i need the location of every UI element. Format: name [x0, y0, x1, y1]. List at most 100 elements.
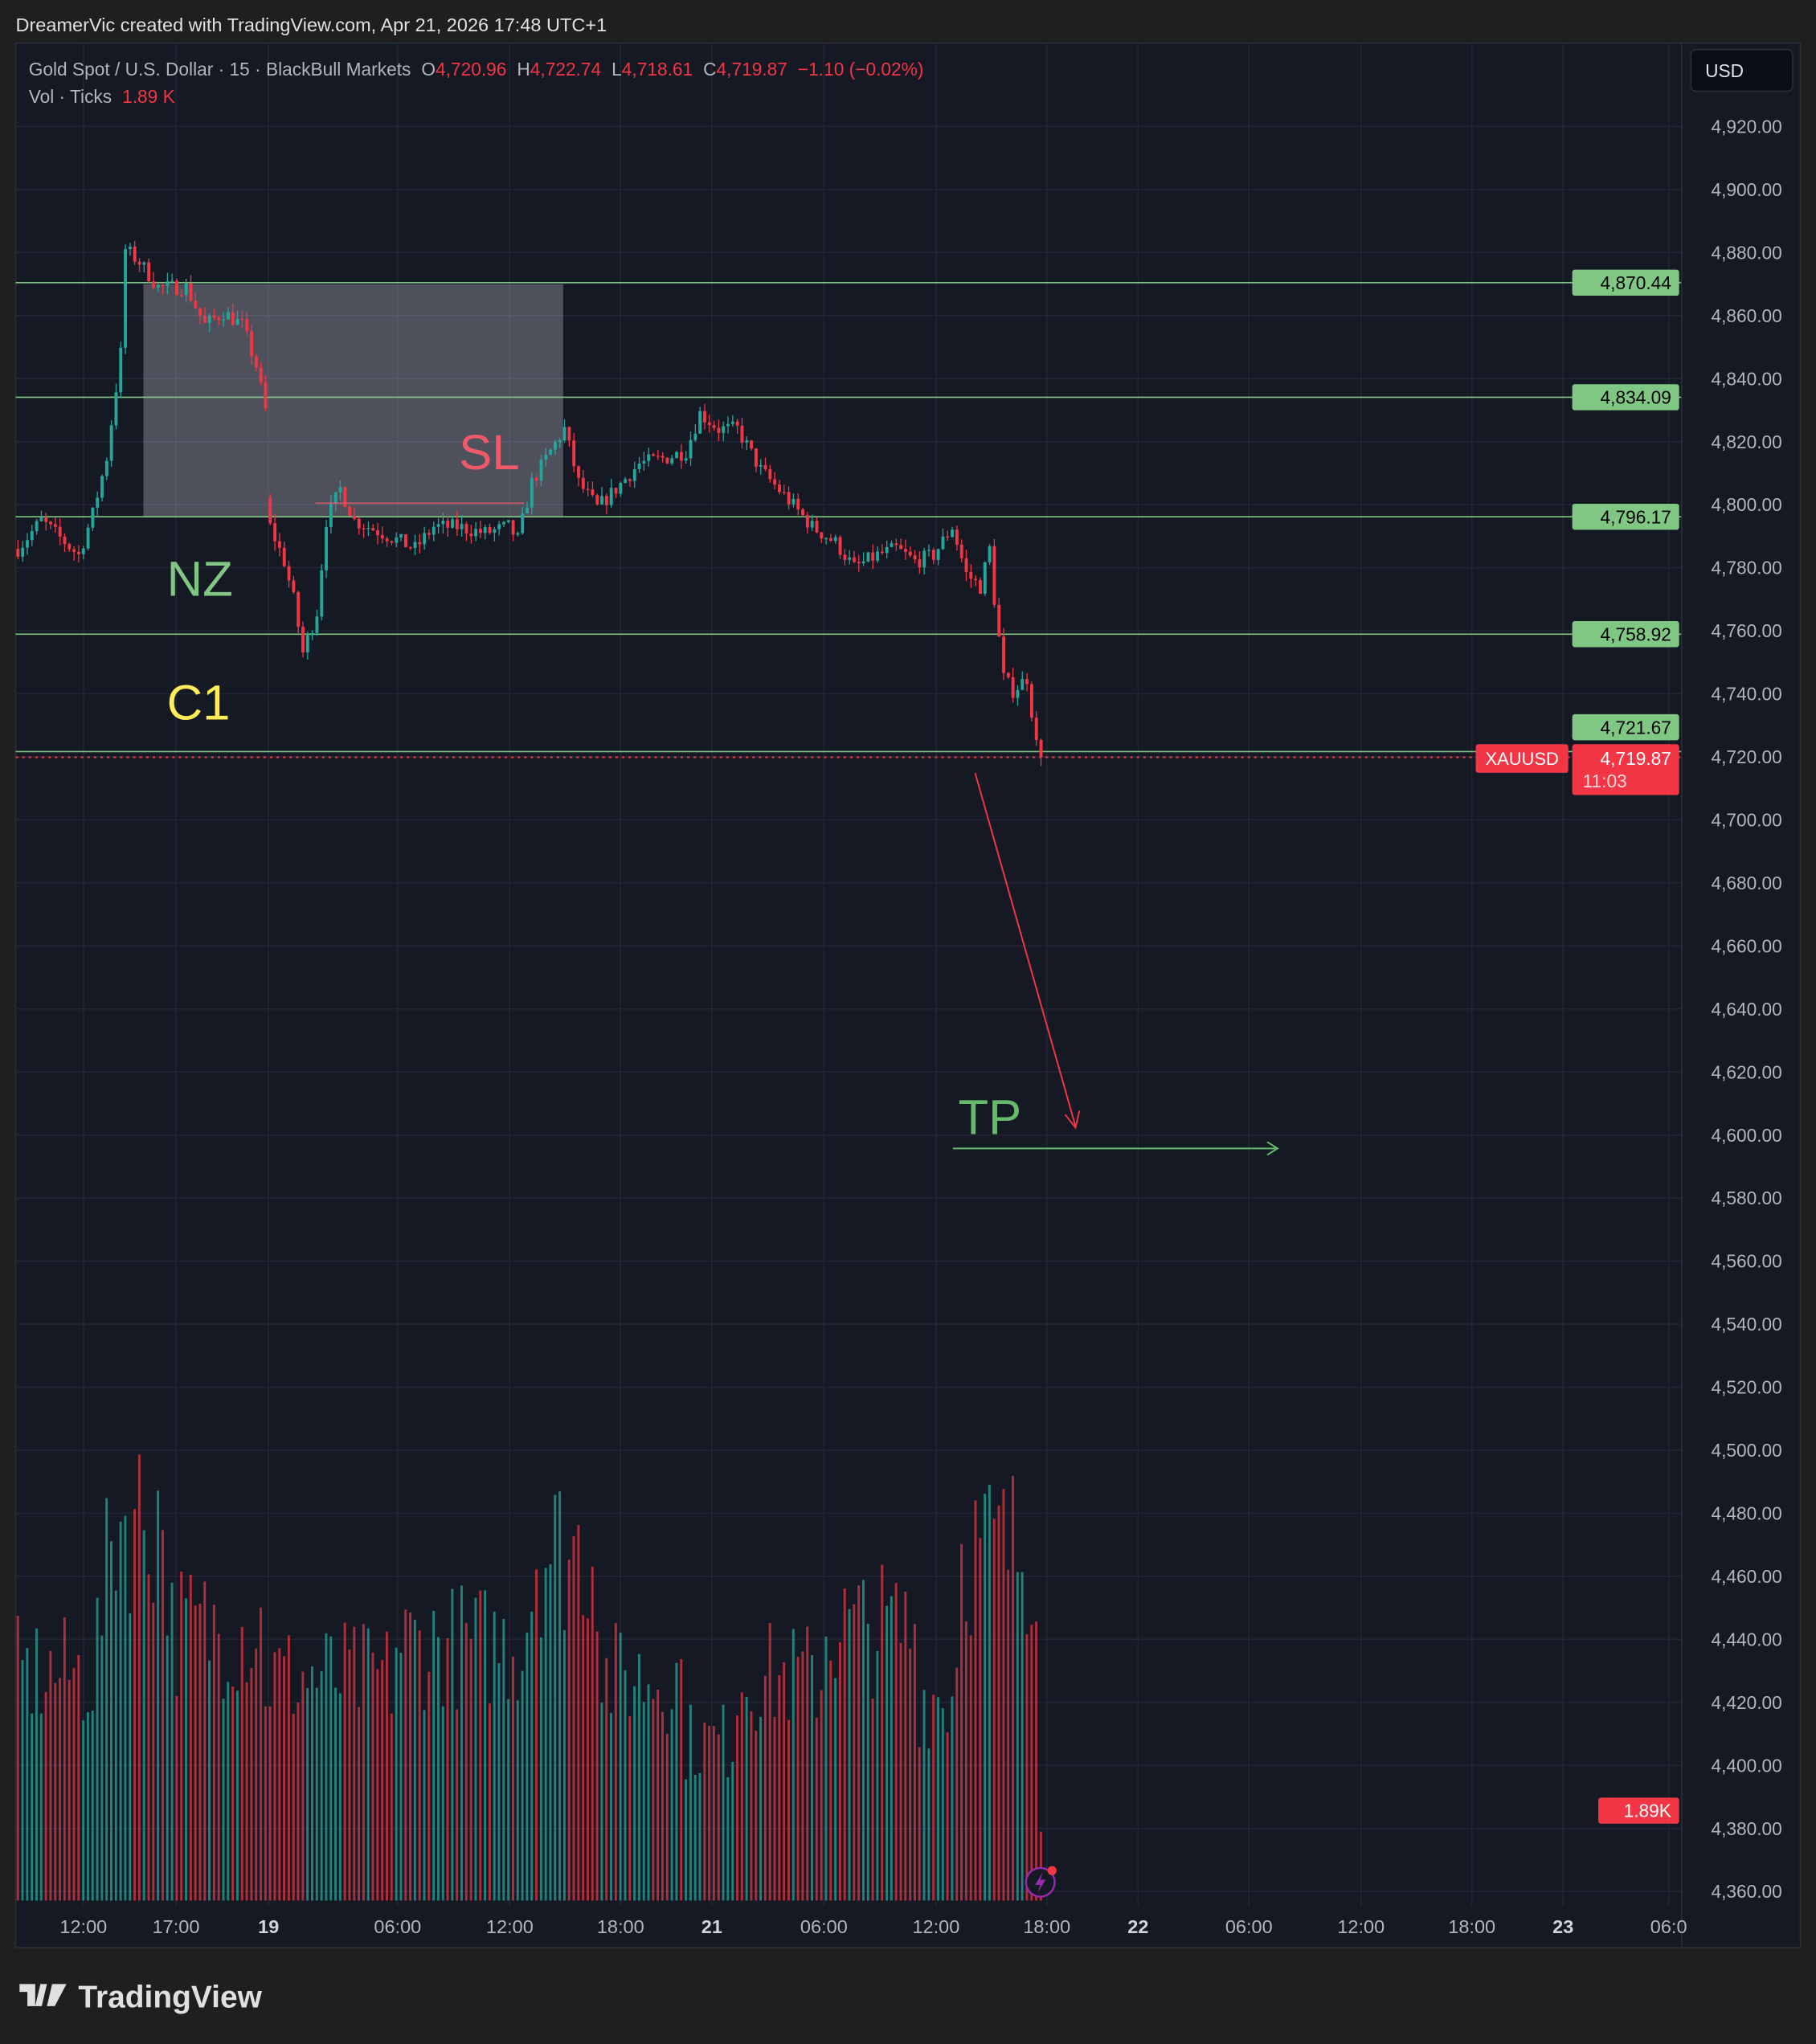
- candle-body: [717, 427, 721, 433]
- volume-bar: [362, 1624, 365, 1901]
- volume-bar: [783, 1662, 786, 1901]
- volume-bar: [227, 1682, 230, 1901]
- volume-bar: [894, 1583, 898, 1901]
- volume-bar: [941, 1707, 944, 1901]
- level-price-badge: [1572, 384, 1679, 411]
- candle-body: [959, 544, 963, 558]
- volume-bar: [726, 1776, 730, 1901]
- price-axis[interactable]: 4,920.00 4,900.00 4,880.00 4,860.00 4,840.00…: [1475, 117, 1782, 1903]
- last-price-label: 4,719.87: [1601, 748, 1671, 769]
- time-tick-label: 22: [1127, 1916, 1148, 1937]
- target-arrow[interactable]: [974, 772, 1081, 1130]
- candle-body: [348, 506, 352, 517]
- volume-bar: [937, 1697, 939, 1901]
- candle-body: [843, 554, 847, 560]
- time-tick-label: 06:00: [800, 1916, 848, 1937]
- candle-body: [553, 442, 557, 450]
- time-axis[interactable]: 12:00 17:00 19 06:00 12:00 18:00 21 06:00 12:00 1…: [59, 1916, 1687, 1937]
- candle-body: [988, 546, 992, 562]
- candle-body: [451, 519, 454, 528]
- currency-button[interactable]: USD: [1690, 48, 1794, 92]
- legend-volume[interactable]: Vol · Ticks 1.89 K: [29, 86, 175, 107]
- candle-body: [1034, 717, 1038, 740]
- volume-bar: [460, 1585, 463, 1901]
- level-price-label: 4,758.92: [1601, 623, 1671, 644]
- candle-body: [969, 572, 973, 579]
- volume-bar: [554, 1494, 557, 1901]
- volume-bar: [273, 1652, 276, 1901]
- candles: [16, 241, 1043, 766]
- volume-bar: [194, 1605, 197, 1901]
- candle-body: [1002, 636, 1005, 673]
- price-tick-label: 4,860.00: [1711, 305, 1781, 326]
- candle-body: [997, 604, 1001, 637]
- candle-body: [763, 464, 767, 470]
- volume-bar: [507, 1699, 510, 1901]
- price-tick-label: 4,460.00: [1711, 1566, 1781, 1587]
- volume-bar: [703, 1722, 706, 1901]
- tp-label[interactable]: TP: [958, 1090, 1021, 1146]
- level-price-badge: [1572, 621, 1679, 648]
- time-tick-label: 23: [1552, 1916, 1573, 1937]
- lightning-icon[interactable]: [1025, 1866, 1057, 1898]
- candle-body: [791, 498, 796, 505]
- volume-bar: [395, 1647, 398, 1901]
- price-tick-label: 4,880.00: [1711, 242, 1781, 263]
- volume-bar: [456, 1709, 459, 1901]
- candle-body: [703, 411, 706, 423]
- price-tick-label: 4,560.00: [1711, 1251, 1781, 1272]
- price-tick-label: 4,440.00: [1711, 1629, 1781, 1650]
- candle-body: [423, 533, 427, 545]
- candle-body: [801, 509, 805, 516]
- candle-body: [581, 477, 585, 489]
- volume-bar: [745, 1697, 748, 1901]
- candle-body: [217, 317, 221, 321]
- price-tick-label: 4,660.00: [1711, 935, 1781, 956]
- volume-bar: [675, 1662, 678, 1901]
- zone-rectangle[interactable]: [143, 284, 563, 518]
- candle-body: [385, 538, 389, 542]
- candle-body: [96, 497, 100, 508]
- candle-body: [992, 546, 996, 605]
- candle-body: [287, 566, 291, 581]
- last-price-badge: [1572, 744, 1679, 795]
- volume-bar: [21, 1660, 24, 1901]
- candle-body: [632, 469, 636, 481]
- level-price-badge: [1572, 713, 1679, 741]
- volume-bar: [441, 1706, 444, 1901]
- time-tick-label: 06:0: [1650, 1916, 1687, 1937]
- volume-bar: [722, 1704, 725, 1901]
- candle-body: [202, 315, 207, 323]
- candle-body: [277, 541, 281, 548]
- volume-bar: [381, 1660, 384, 1901]
- candle-body: [147, 262, 151, 282]
- candle-body: [754, 448, 758, 467]
- sl-label[interactable]: SL: [459, 425, 519, 480]
- candle-body: [815, 521, 819, 533]
- volume-bar: [755, 1731, 758, 1901]
- tp-arrow[interactable]: [952, 1141, 1279, 1156]
- volume-bar: [446, 1638, 449, 1901]
- legend-symbol[interactable]: Gold Spot / U.S. Dollar · 15 · BlackBull…: [29, 59, 924, 80]
- volume-bar: [693, 1775, 697, 1901]
- candle-body: [773, 479, 777, 485]
- time-tick-label: 18:00: [1448, 1916, 1495, 1937]
- candle-body: [380, 535, 384, 539]
- volume-bar: [731, 1761, 734, 1901]
- candle-body: [175, 280, 178, 296]
- volume-bar: [600, 1703, 603, 1901]
- candle-body: [268, 497, 272, 524]
- nz-label[interactable]: NZ: [167, 551, 233, 607]
- candle-body: [264, 382, 268, 409]
- volume-bar: [778, 1675, 781, 1901]
- candle-body: [357, 518, 361, 529]
- c1-label[interactable]: C1: [167, 676, 231, 731]
- candle-body: [848, 557, 852, 560]
- price-tick-label: 4,420.00: [1711, 1692, 1781, 1713]
- candle-body: [600, 496, 604, 505]
- time-tick-label: 12:00: [1337, 1916, 1384, 1937]
- candle-body: [124, 249, 128, 348]
- volume-bar: [436, 1637, 440, 1901]
- chart-frame: [14, 42, 1802, 1948]
